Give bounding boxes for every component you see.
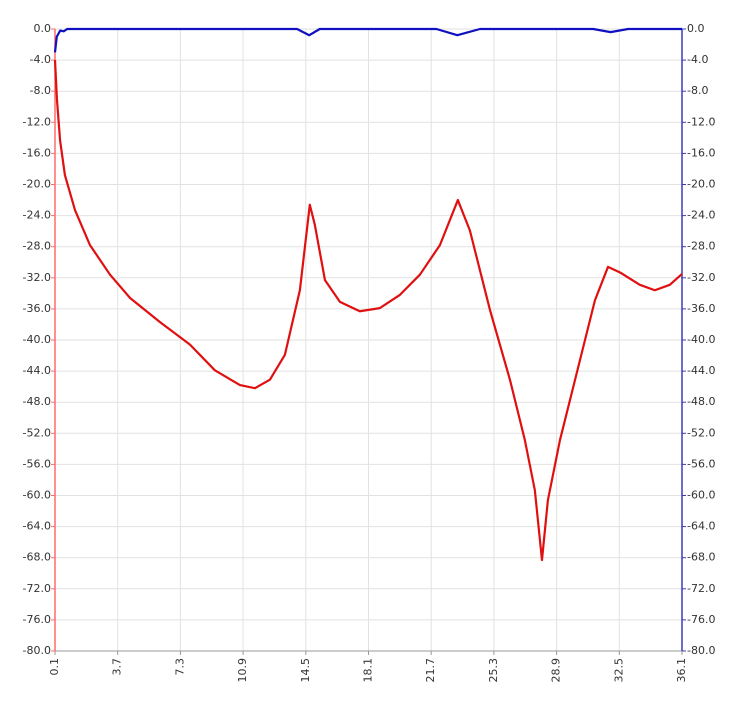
- y-tick-label: -64.0: [23, 520, 51, 533]
- y-tick-label: 0.0: [34, 22, 52, 35]
- y-tick-label: -80.0: [23, 644, 51, 657]
- y-tick-label: -76.0: [23, 613, 51, 626]
- y2-tick-label: -68.0: [687, 551, 715, 564]
- x-tick-label: 10.9: [236, 658, 249, 683]
- y-tick-label: -28.0: [23, 240, 51, 253]
- y-tick-label: -20.0: [23, 178, 51, 191]
- series-line: [53, 60, 683, 562]
- y-tick-label: -36.0: [23, 302, 51, 315]
- x-tick-label: 25.3: [487, 658, 500, 683]
- x-tick-label: 14.5: [299, 658, 312, 683]
- y2-tick-label: -24.0: [687, 209, 715, 222]
- y2-tick-label: -72.0: [687, 582, 715, 595]
- y-tick-label: -32.0: [23, 271, 51, 284]
- x-tick-label: 3.7: [111, 658, 124, 676]
- y-tick-label: -68.0: [23, 551, 51, 564]
- x-tick-label: 21.7: [424, 658, 437, 683]
- y2-tick-label: -76.0: [687, 613, 715, 626]
- y-tick-label: -40.0: [23, 333, 51, 346]
- y2-tick-label: -40.0: [687, 333, 715, 346]
- y2-tick-label: 0.0: [687, 22, 705, 35]
- y2-tick-label: -80.0: [687, 644, 715, 657]
- y-tick-label: -72.0: [23, 582, 51, 595]
- y2-tick-label: -60.0: [687, 489, 715, 502]
- x-tick-label: 0.1: [48, 658, 61, 676]
- y-tick-label: -44.0: [23, 364, 51, 377]
- y-tick-label: -56.0: [23, 457, 51, 470]
- y-tick-label: -24.0: [23, 209, 51, 222]
- x-tick-label: 32.5: [612, 658, 625, 683]
- y-tick-label: -16.0: [23, 146, 51, 159]
- series-line: [53, 27, 682, 53]
- y2-tick-label: -32.0: [687, 271, 715, 284]
- x-tick-label: 18.1: [362, 658, 375, 683]
- y2-tick-label: -28.0: [687, 240, 715, 253]
- y2-tick-label: -8.0: [687, 84, 708, 97]
- y2-tick-label: -12.0: [687, 115, 715, 128]
- y-tick-label: -60.0: [23, 489, 51, 502]
- y2-tick-label: -56.0: [687, 457, 715, 470]
- y2-tick-label: -52.0: [687, 426, 715, 439]
- y2-tick-label: -16.0: [687, 146, 715, 159]
- y2-tick-label: -20.0: [687, 178, 715, 191]
- y2-tick-label: -64.0: [687, 520, 715, 533]
- y-tick-label: -48.0: [23, 395, 51, 408]
- x-tick-label: 36.1: [675, 658, 688, 683]
- y2-tick-label: -48.0: [687, 395, 715, 408]
- x-tick-label: 28.9: [550, 658, 563, 683]
- x-tick-label: 7.3: [173, 658, 186, 676]
- y-tick-label: -52.0: [23, 426, 51, 439]
- y2-tick-label: -4.0: [687, 53, 708, 66]
- y-tick-label: -4.0: [30, 53, 51, 66]
- y2-tick-label: -36.0: [687, 302, 715, 315]
- y-tick-label: -8.0: [30, 84, 51, 97]
- y2-tick-label: -44.0: [687, 364, 715, 377]
- y-tick-label: -12.0: [23, 115, 51, 128]
